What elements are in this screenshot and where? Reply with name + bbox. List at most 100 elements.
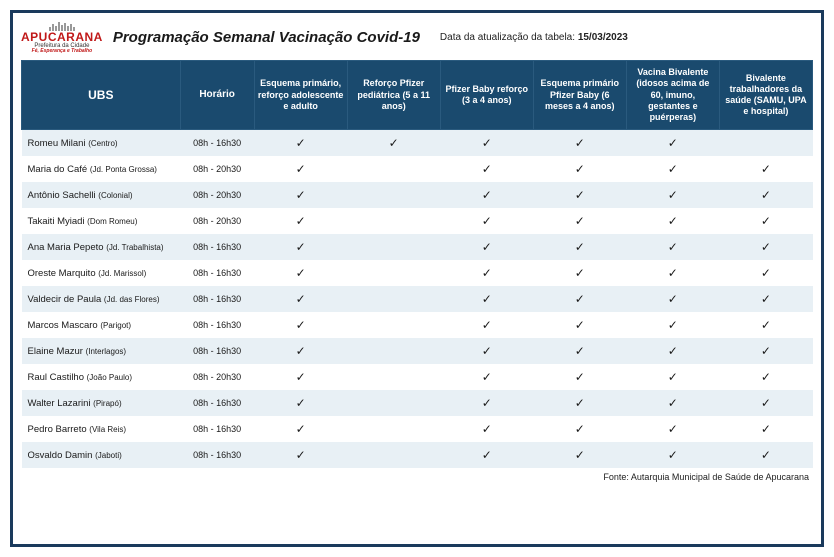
- table-row: Maria do Café (Jd. Ponta Grossa)08h - 20…: [22, 156, 813, 182]
- vaccine-cell: ✓: [347, 130, 440, 157]
- table-row: Marcos Mascaro (Parigot)08h - 16h30✓✓✓✓✓: [22, 312, 813, 338]
- check-icon: ✓: [668, 292, 678, 306]
- ubs-name: Osvaldo Damin: [28, 450, 96, 461]
- check-icon: ✓: [668, 240, 678, 254]
- ubs-cell: Ana Maria Pepeto (Jd. Trabalhista): [22, 234, 181, 260]
- check-icon: ✓: [482, 136, 492, 150]
- check-icon: ✓: [761, 214, 771, 228]
- ubs-cell: Marcos Mascaro (Parigot): [22, 312, 181, 338]
- check-icon: ✓: [482, 448, 492, 462]
- vaccine-cell: ✓: [440, 390, 533, 416]
- ubs-location: (Jd. Marissol): [98, 269, 146, 278]
- vaccine-cell: ✓: [533, 156, 626, 182]
- vaccine-cell: [347, 156, 440, 182]
- check-icon: ✓: [296, 188, 306, 202]
- vaccine-cell: ✓: [533, 260, 626, 286]
- ubs-cell: Romeu Milani (Centro): [22, 130, 181, 157]
- check-icon: ✓: [668, 422, 678, 436]
- vaccine-cell: ✓: [626, 338, 719, 364]
- vaccine-cell: ✓: [626, 182, 719, 208]
- ubs-name: Pedro Barreto: [28, 424, 90, 435]
- vaccine-cell: [347, 390, 440, 416]
- vaccine-cell: ✓: [626, 156, 719, 182]
- horario-cell: 08h - 16h30: [180, 338, 254, 364]
- check-icon: ✓: [668, 188, 678, 202]
- horario-cell: 08h - 20h30: [180, 364, 254, 390]
- check-icon: ✓: [761, 370, 771, 384]
- vaccine-cell: ✓: [626, 286, 719, 312]
- vaccine-cell: ✓: [440, 130, 533, 157]
- check-icon: ✓: [575, 318, 585, 332]
- check-icon: ✓: [482, 422, 492, 436]
- vaccine-cell: ✓: [533, 364, 626, 390]
- check-icon: ✓: [668, 318, 678, 332]
- ubs-cell: Oreste Marquito (Jd. Marissol): [22, 260, 181, 286]
- vaccine-cell: ✓: [254, 234, 347, 260]
- vaccine-cell: ✓: [440, 364, 533, 390]
- table-row: Antônio Sachelli (Colonial)08h - 20h30✓✓…: [22, 182, 813, 208]
- ubs-cell: Pedro Barreto (Vila Reis): [22, 416, 181, 442]
- col-header-vac-4: Esquema primário Pfizer Baby (6 meses a …: [533, 61, 626, 130]
- horario-cell: 08h - 20h30: [180, 156, 254, 182]
- col-header-ubs: UBS: [22, 61, 181, 130]
- vaccine-cell: ✓: [719, 442, 812, 468]
- ubs-location: (Jd. das Flores): [104, 295, 160, 304]
- col-header-vac-5: Vacina Bivalente (idosos acima de 60, im…: [626, 61, 719, 130]
- logo-motto: Fé, Esperança e Trabalho: [32, 49, 93, 54]
- ubs-name: Romeu Milani: [28, 138, 89, 149]
- ubs-location: (Jaboti): [95, 451, 122, 460]
- horario-cell: 08h - 16h30: [180, 260, 254, 286]
- ubs-cell: Walter Lazarini (Pirapó): [22, 390, 181, 416]
- ubs-cell: Antônio Sachelli (Colonial): [22, 182, 181, 208]
- check-icon: ✓: [761, 240, 771, 254]
- check-icon: ✓: [761, 266, 771, 280]
- vaccine-cell: ✓: [533, 286, 626, 312]
- vaccine-cell: ✓: [626, 416, 719, 442]
- vaccine-cell: ✓: [719, 390, 812, 416]
- check-icon: ✓: [296, 370, 306, 384]
- ubs-name: Antônio Sachelli: [28, 190, 99, 201]
- vaccine-cell: ✓: [626, 364, 719, 390]
- col-header-horario: Horário: [180, 61, 254, 130]
- table-row: Oreste Marquito (Jd. Marissol)08h - 16h3…: [22, 260, 813, 286]
- check-icon: ✓: [482, 188, 492, 202]
- vaccine-cell: ✓: [440, 442, 533, 468]
- title-block: Programação Semanal Vacinação Covid-19 D…: [113, 29, 813, 46]
- vaccine-cell: ✓: [440, 338, 533, 364]
- check-icon: ✓: [482, 240, 492, 254]
- vaccine-cell: ✓: [440, 286, 533, 312]
- check-icon: ✓: [482, 292, 492, 306]
- col-header-vac-2: Reforço Pfizer pediátrica (5 a 11 anos): [347, 61, 440, 130]
- check-icon: ✓: [761, 422, 771, 436]
- vaccine-cell: ✓: [533, 208, 626, 234]
- vaccine-cell: ✓: [626, 234, 719, 260]
- ubs-cell: Takaiti Myiadi (Dom Romeu): [22, 208, 181, 234]
- ubs-location: (Centro): [88, 139, 117, 148]
- check-icon: ✓: [761, 162, 771, 176]
- vaccine-cell: ✓: [254, 442, 347, 468]
- vaccine-cell: ✓: [254, 156, 347, 182]
- check-icon: ✓: [575, 162, 585, 176]
- check-icon: ✓: [575, 214, 585, 228]
- table-row: Pedro Barreto (Vila Reis)08h - 16h30✓✓✓✓…: [22, 416, 813, 442]
- table-body: Romeu Milani (Centro)08h - 16h30✓✓✓✓✓Mar…: [22, 130, 813, 469]
- vaccine-cell: ✓: [254, 390, 347, 416]
- logo-city-name: APUCARANA: [21, 31, 103, 43]
- vaccination-table: UBS Horário Esquema primário, reforço ad…: [21, 60, 813, 468]
- vaccine-cell: [347, 208, 440, 234]
- horario-cell: 08h - 16h30: [180, 390, 254, 416]
- ubs-name: Ana Maria Pepeto: [28, 242, 107, 253]
- table-row: Walter Lazarini (Pirapó)08h - 16h30✓✓✓✓✓: [22, 390, 813, 416]
- update-block: Data da atualização da tabela: 15/03/202…: [440, 32, 628, 43]
- vaccine-cell: [347, 442, 440, 468]
- vaccine-cell: [719, 130, 812, 157]
- vaccine-cell: ✓: [533, 416, 626, 442]
- ubs-name: Raul Castilho: [28, 372, 87, 383]
- update-date: 15/03/2023: [578, 32, 628, 43]
- check-icon: ✓: [296, 292, 306, 306]
- vaccine-cell: ✓: [254, 286, 347, 312]
- check-icon: ✓: [668, 448, 678, 462]
- ubs-name: Valdecir de Paula: [28, 294, 104, 305]
- vaccine-cell: ✓: [440, 416, 533, 442]
- main-title: Programação Semanal Vacinação Covid-19: [113, 29, 420, 46]
